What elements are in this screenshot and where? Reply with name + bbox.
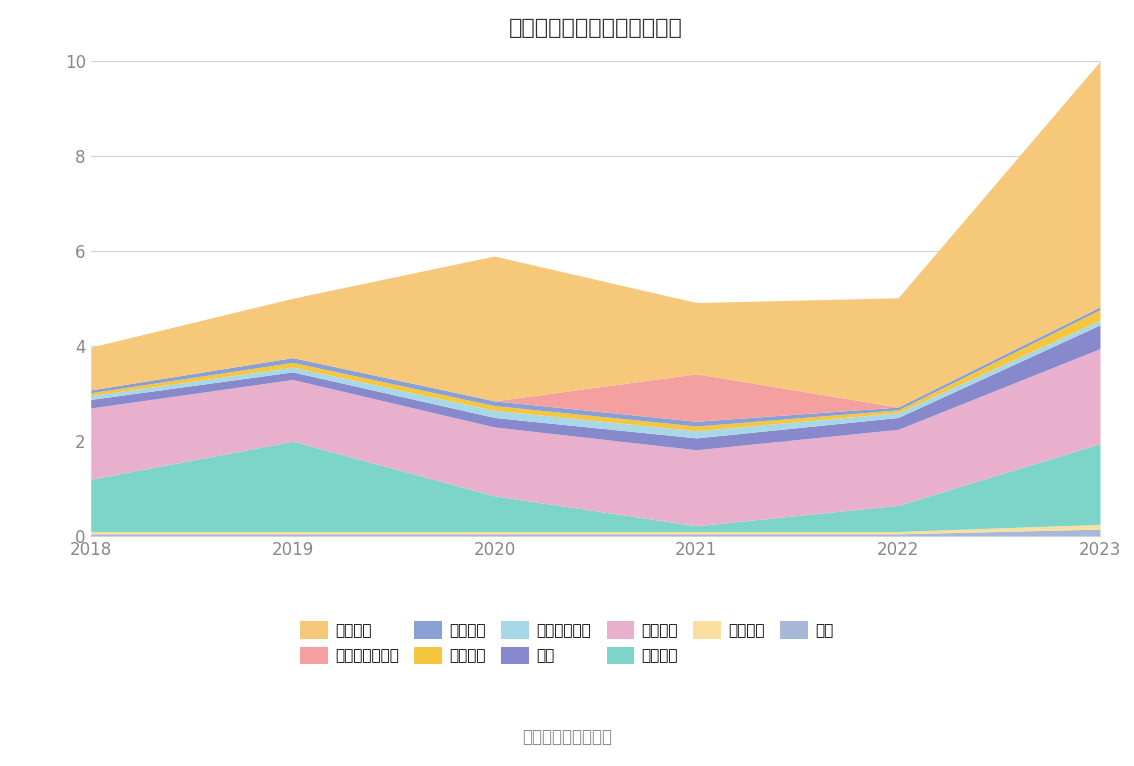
Legend: 货币资金, 交易性金融资产, 应收票据, 应收账款, 应收款项融资, 存货, 固定资产, 在建工程, 无形资产, 其它: 货币资金, 交易性金融资产, 应收票据, 应收账款, 应收款项融资, 存货, 固…: [294, 615, 840, 670]
Title: 历年主要资产堆积图（亿元）: 历年主要资产堆积图（亿元）: [508, 18, 683, 38]
Text: 数据来源：恒生聚源: 数据来源：恒生聚源: [522, 728, 612, 746]
